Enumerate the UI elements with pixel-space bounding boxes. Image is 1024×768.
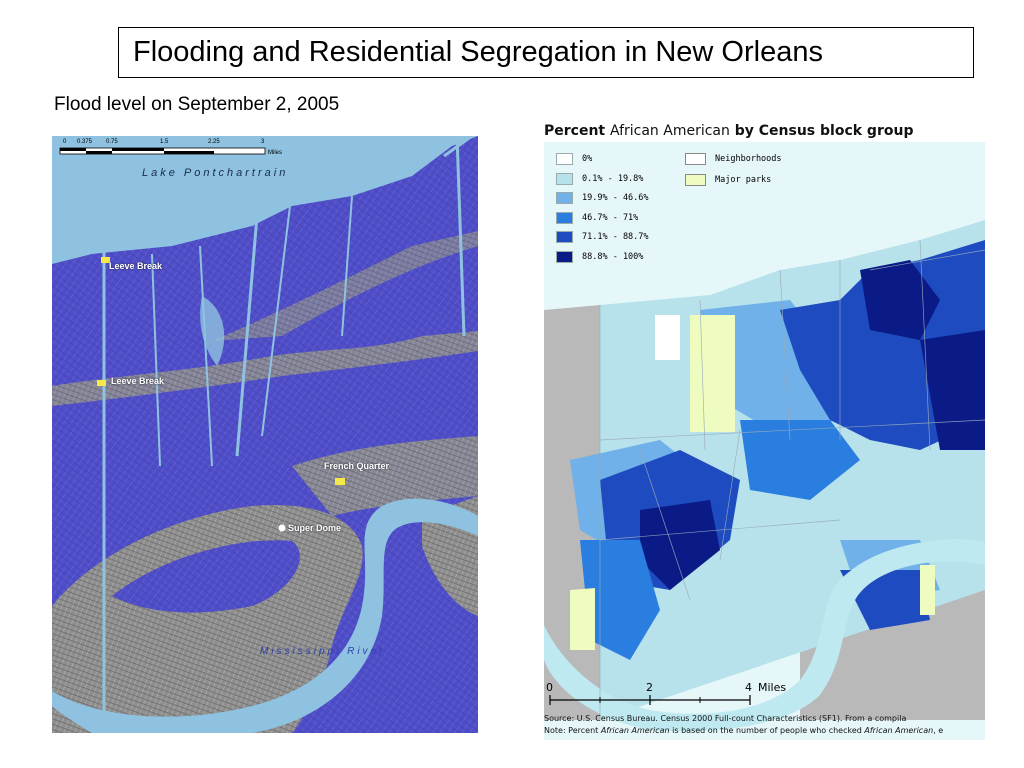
note-text: , e (933, 726, 944, 735)
census-title-part: by Census block group (734, 123, 914, 139)
levee-break-label: Leeve Break (109, 261, 163, 271)
scale-tick: 3 (261, 139, 265, 145)
scale-tick: 2.25 (208, 139, 220, 145)
legend-swatch (556, 211, 573, 224)
super-dome-label: Super Dome (288, 523, 342, 533)
census-map: Percent African American by Census block… (540, 120, 985, 740)
scale-tick: 0.375 (77, 139, 93, 145)
scale-unit: Miles (268, 150, 283, 156)
scale-tick: 0.75 (106, 139, 118, 145)
flood-map-graphic (52, 136, 478, 733)
note-text: is based on the number of people who che… (669, 726, 865, 735)
census-scale-tick: 2 (646, 681, 653, 694)
source-note: Source: U.S. Census Bureau. Census 2000 … (544, 714, 907, 723)
legend-label: 19.9% - 46.6% (582, 193, 649, 204)
legend-item: Neighborhoods (685, 153, 782, 165)
note-text: African American (600, 726, 670, 735)
legend-label: 0% (582, 154, 593, 164)
percent-note: Note: Percent African American is based … (544, 726, 943, 735)
legend-label: Major parks (715, 175, 772, 185)
legend-label: 46.7% - 71% (582, 212, 639, 223)
note-text: Note: Percent (544, 726, 601, 735)
super-dome-marker (278, 524, 286, 532)
legend-label: 71.1% - 88.7% (582, 232, 649, 243)
legend-swatch (556, 172, 573, 185)
census-scale-unit: Miles (758, 681, 787, 694)
legend-swatch (556, 251, 573, 263)
legend-swatch (556, 153, 573, 165)
legend-item: 88.8% - 100% (556, 251, 643, 263)
census-map-graphic (544, 142, 985, 740)
census-map-title: Percent African American by Census block… (544, 123, 913, 139)
legend-item: 71.1% - 88.7% (556, 231, 649, 244)
legend-swatch (556, 231, 573, 244)
lake-label: Lake Pontchartrain (142, 167, 289, 179)
levee-break-marker (101, 257, 110, 263)
legend-item: Major parks (685, 174, 771, 186)
french-quarter-label: French Quarter (324, 461, 390, 471)
flood-map: 0 0.375 0.75 1.5 2.25 3 Miles Lake Pontc… (52, 136, 478, 733)
legend-item: 0.1% - 19.8% (556, 172, 644, 185)
french-quarter-marker (335, 478, 345, 485)
scale-tick: 0 (63, 139, 67, 145)
river-label: Mississippi River (260, 646, 386, 657)
census-title-part: Percent (544, 123, 606, 139)
legend-swatch (685, 153, 706, 165)
legend-label: 88.8% - 100% (582, 252, 644, 262)
flood-map-caption: Flood level on September 2, 2005 (54, 94, 340, 115)
note-text: African American (864, 726, 934, 735)
levee-break-label: Leeve Break (111, 376, 165, 386)
levee-break-marker (97, 380, 106, 386)
legend-label: Neighborhoods (715, 154, 782, 164)
scale-tick: 1.5 (160, 139, 169, 145)
legend-swatch (556, 192, 573, 205)
census-scale-tick: 0 (546, 681, 553, 694)
census-scale-tick: 4 (745, 681, 752, 694)
legend-item: 0% (556, 153, 592, 165)
legend-label: 0.1% - 19.8% (582, 173, 644, 184)
legend-item: 19.9% - 46.6% (556, 192, 649, 205)
slide-title: Flooding and Residential Segregation in … (118, 27, 974, 78)
census-title-part: African American (610, 123, 730, 139)
legend-item: 46.7% - 71% (556, 211, 639, 224)
legend-swatch (685, 174, 706, 186)
